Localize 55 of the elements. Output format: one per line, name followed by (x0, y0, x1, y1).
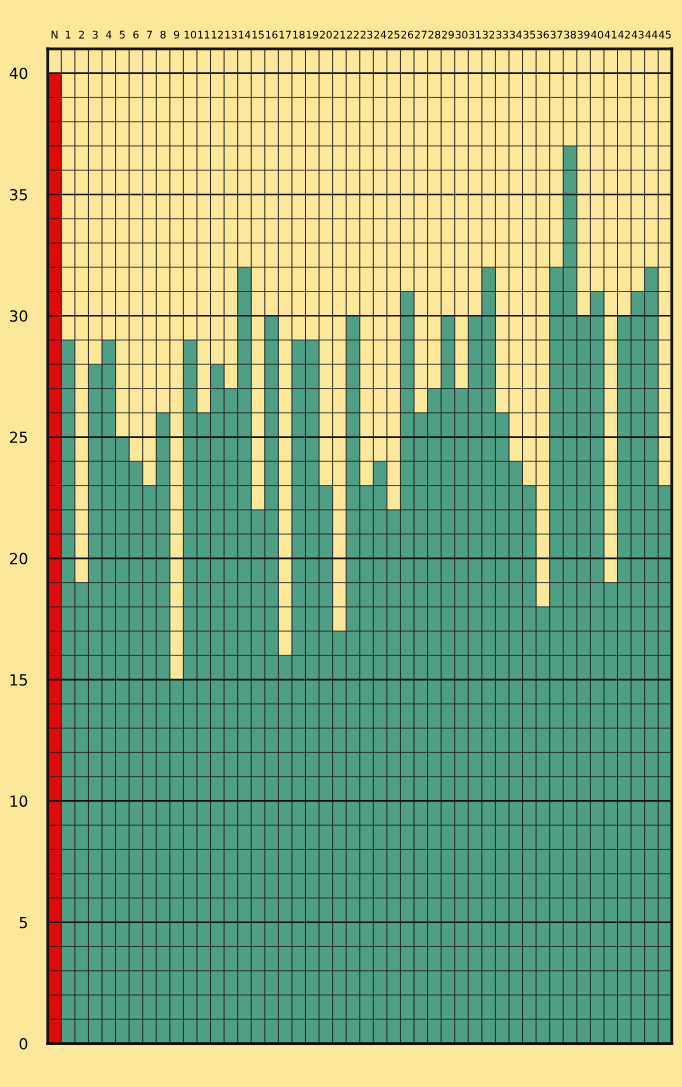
x-tick-label: 20 (319, 30, 332, 39)
y-tick-label: 5 (19, 916, 27, 929)
y-tick-label: 30 (10, 310, 28, 322)
x-tick-label: 2 (79, 30, 84, 39)
x-tick-label: 14 (238, 30, 251, 39)
x-tick-label: 12 (211, 30, 223, 39)
x-tick-label: 7 (147, 30, 152, 39)
x-tick-label: 41 (604, 30, 617, 39)
x-tick-label: 36 (537, 30, 549, 39)
x-tick-label: 18 (293, 30, 305, 39)
x-tick-label: 23 (360, 30, 373, 39)
x-tick-label: 1 (65, 30, 71, 39)
y-tick-label: 20 (9, 552, 28, 565)
x-tick-label: 6 (133, 30, 139, 39)
x-tick-label: 21 (333, 30, 346, 39)
x-tick-label: N (51, 30, 58, 39)
x-tick-label: 10 (184, 30, 197, 39)
x-tick-label: 31 (469, 30, 481, 39)
x-tick-label: 19 (306, 30, 319, 39)
x-tick-label: 32 (482, 30, 495, 39)
x-tick-label: 37 (550, 30, 563, 39)
y-tick-label: 10 (10, 795, 28, 807)
x-tick-label: 4 (105, 30, 112, 39)
x-tick-label: 25 (387, 30, 400, 39)
y-tick-label: 40 (9, 67, 28, 80)
x-tick-label: 45 (658, 30, 671, 39)
x-tick-label: 5 (119, 30, 125, 39)
x-tick-label: 43 (631, 30, 644, 39)
x-tick-label: 13 (225, 30, 237, 39)
x-tick-label: 22 (347, 30, 359, 39)
x-tick-label: 16 (266, 30, 278, 39)
x-tick-label: 28 (428, 30, 441, 39)
y-tick-label: 0 (19, 1037, 28, 1050)
x-tick-label: 40 (591, 30, 604, 39)
x-tick-label: 33 (496, 30, 508, 39)
x-tick-label: 29 (442, 30, 454, 39)
x-tick-label: 8 (160, 30, 166, 39)
x-tick-label: 24 (374, 30, 387, 39)
x-tick-label: 26 (401, 30, 414, 39)
x-tick-label: 38 (564, 30, 576, 39)
x-tick-label: 35 (523, 30, 536, 39)
x-tick-label: 42 (618, 30, 630, 39)
x-tick-label: 17 (279, 30, 291, 39)
x-tick-label: 3 (92, 30, 98, 39)
y-tick-label: 25 (9, 431, 27, 444)
x-tick-label: 27 (414, 30, 427, 39)
x-tick-label: 34 (509, 30, 522, 39)
x-tick-label: 15 (252, 30, 264, 39)
x-tick-label: 44 (645, 30, 658, 39)
x-tick-label: 30 (455, 30, 468, 39)
x-tick-label: 11 (198, 30, 210, 39)
y-tick-label: 15 (10, 674, 27, 686)
x-tick-label: 9 (173, 30, 180, 39)
y-tick-label: 35 (10, 188, 27, 201)
x-tick-label: 39 (577, 30, 590, 39)
